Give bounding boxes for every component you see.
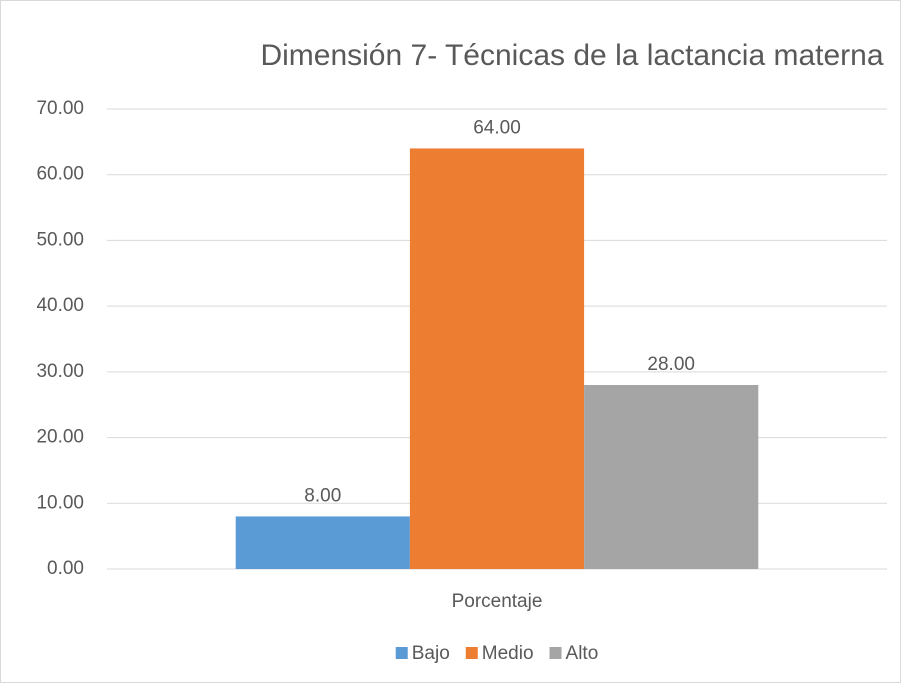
legend-swatch <box>465 647 478 659</box>
legend-label: Alto <box>566 643 599 664</box>
chart-title: Dimensión 7- Técnicas de la lactancia ma… <box>260 39 883 72</box>
legend-label: Bajo <box>412 643 450 664</box>
y-tick-label: 70.00 <box>36 98 84 119</box>
y-tick-label: 10.00 <box>36 492 84 513</box>
data-label: 64.00 <box>473 117 521 138</box>
legend-label: Medio <box>482 643 534 664</box>
legend-swatch <box>395 647 408 659</box>
y-tick-label: 30.00 <box>36 361 84 382</box>
y-tick-label: 50.00 <box>36 229 84 250</box>
bar <box>584 385 759 569</box>
data-label: 8.00 <box>304 485 341 506</box>
y-tick-label: 40.00 <box>36 295 84 316</box>
x-tick-label: Porcentaje <box>452 591 543 612</box>
bar <box>409 148 585 569</box>
y-tick-label: 0.00 <box>47 558 84 579</box>
y-tick-label: 60.00 <box>36 164 84 185</box>
y-tick-label: 20.00 <box>36 427 84 448</box>
legend-swatch <box>549 647 562 659</box>
data-label: 28.00 <box>647 354 695 375</box>
bar <box>235 516 410 569</box>
